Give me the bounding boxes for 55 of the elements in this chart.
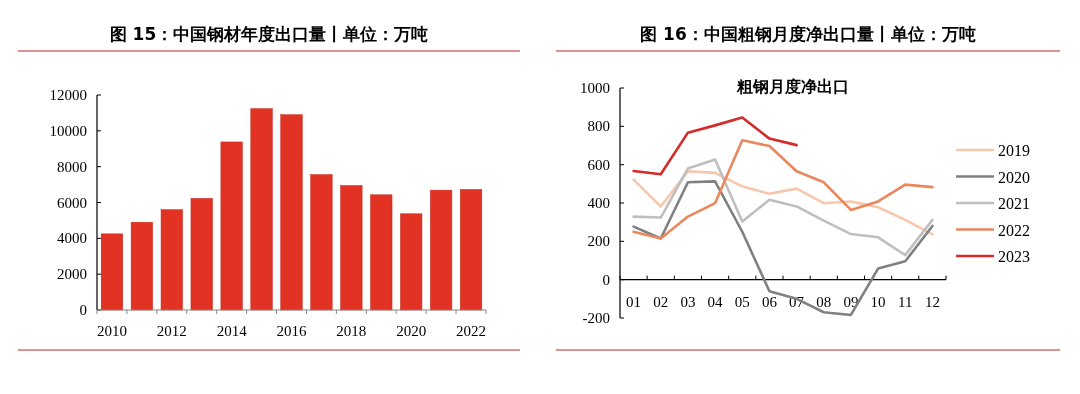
y-tick-label: 2000	[57, 266, 87, 283]
line-series	[632, 139, 934, 240]
line-series	[632, 116, 798, 176]
y-tick-label: 6000	[57, 194, 87, 211]
bar	[370, 194, 393, 311]
bar	[280, 114, 303, 311]
y-tick-label: 200	[587, 233, 610, 250]
y-tick-label: 600	[587, 156, 610, 173]
x-tick-label: 2020	[396, 323, 427, 339]
y-tick-label: 10000	[49, 122, 87, 139]
bar	[130, 221, 153, 311]
x-tick-label: 10	[870, 293, 886, 310]
y-tick-label: 8000	[57, 158, 87, 175]
bar	[460, 189, 483, 311]
legend-label: 2023	[998, 248, 1030, 265]
y-tick-label: 1000	[580, 80, 610, 96]
x-tick-label: 2022	[456, 323, 487, 339]
y-tick-label: 4000	[57, 230, 87, 247]
legend-label: 2019	[998, 142, 1030, 159]
x-tick-label: 03	[680, 293, 696, 310]
chart-subtitle: 粗钢月度净出口	[736, 77, 849, 96]
y-tick-label: 0	[79, 302, 87, 318]
x-tick-label: 2018	[336, 323, 367, 339]
legend-label: 2020	[998, 168, 1030, 186]
bar	[250, 108, 273, 311]
y-tick-label: 12000	[49, 87, 87, 103]
x-tick-label: 11	[898, 293, 913, 310]
legend-label: 2021	[998, 195, 1030, 212]
bar	[220, 141, 243, 311]
bar	[430, 189, 453, 311]
x-tick-label: 08	[816, 293, 832, 310]
bar	[160, 209, 183, 311]
x-tick-label: 05	[734, 293, 750, 310]
x-tick-label: 2010	[96, 323, 127, 339]
x-tick-label: 06	[761, 293, 778, 310]
x-tick-label: 2012	[156, 323, 187, 339]
chart-title: 图 16：中国粗钢月度净出口量丨单位：万吨	[640, 24, 976, 44]
chart-title: 图 15：中国钢材年度出口量丨单位：万吨	[109, 24, 429, 44]
bar	[400, 213, 423, 311]
bar	[190, 198, 213, 311]
x-tick-label: 01	[626, 293, 642, 310]
y-tick-label: 400	[587, 195, 610, 211]
y-tick-label: 0	[602, 271, 610, 288]
line-series	[632, 158, 934, 257]
bar	[310, 174, 333, 311]
x-tick-label: 02	[653, 293, 669, 310]
x-tick-label: 2014	[216, 323, 248, 339]
bar	[340, 185, 363, 311]
y-tick-label: 800	[587, 118, 610, 135]
x-tick-label: 2016	[276, 323, 307, 339]
y-tick-label: -200	[582, 310, 610, 326]
legend-label: 2022	[998, 221, 1030, 239]
bar	[100, 233, 123, 311]
x-tick-label: 12	[924, 293, 940, 310]
x-tick-label: 04	[707, 293, 724, 310]
